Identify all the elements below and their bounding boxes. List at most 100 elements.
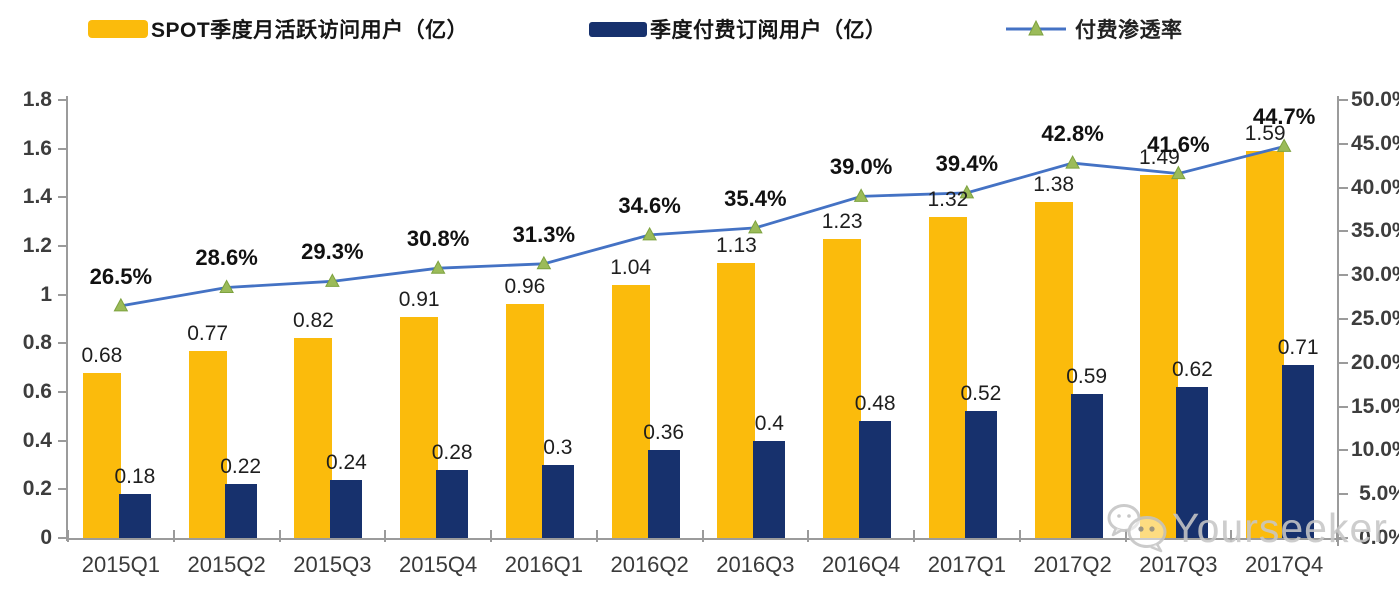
subscriber-value-label: 0.36 (643, 421, 685, 445)
y-axis-left-tick (58, 196, 68, 199)
bar-subscribers (118, 494, 151, 538)
y-axis-right-tick (1339, 230, 1348, 233)
y-axis-left-tick-label: 1.8 (22, 88, 52, 111)
y-axis-left-tick (58, 439, 68, 442)
bar-subscribers (541, 465, 574, 538)
y-axis-left-tick (58, 293, 68, 296)
x-axis-tick (1018, 530, 1021, 542)
subscriber-value-label: 0.22 (220, 455, 262, 479)
y-axis-left (66, 96, 68, 541)
x-axis-tick (384, 530, 387, 542)
penetration-marker-icon (642, 226, 657, 241)
y-axis-left-tick (58, 99, 68, 101)
penetration-marker-icon (430, 260, 446, 274)
penetration-marker-icon (748, 219, 763, 234)
x-axis-category-label: 2017Q3 (1139, 552, 1218, 577)
y-axis-right-tick (1339, 537, 1348, 539)
bar-subscribers (1282, 365, 1315, 538)
y-axis-left-tick-label: 0 (40, 526, 52, 549)
y-axis-right-tick-label: 25.0% (1351, 307, 1399, 330)
x-axis-category-label: 2017Q1 (927, 552, 1007, 577)
subscriber-value-label: 0.3 (543, 436, 573, 459)
legend-item-mau: SPOT季度月活跃访问用户（亿） (88, 16, 468, 42)
y-axis-left-tick-label: 1.4 (22, 185, 52, 209)
subscriber-value-label: 0.28 (431, 440, 473, 464)
mau-legend-swatch (88, 20, 148, 38)
watermark: Yourseeker (1102, 496, 1388, 560)
wechat-icon (1107, 504, 1167, 553)
bar-subscribers (964, 411, 997, 538)
y-axis-right-tick (1339, 361, 1348, 364)
legend-item-subscribers: 季度付费订阅用户（亿） (589, 16, 887, 42)
penetration-marker-icon (536, 255, 552, 270)
mau-value-label: 0.82 (292, 309, 334, 333)
bar-subscribers (647, 450, 680, 538)
y-axis-right-tick (1339, 449, 1348, 452)
penetration-value-label: 34.6% (618, 192, 681, 218)
x-axis (66, 538, 1345, 540)
y-axis-right-tick-label: 40.0% (1351, 175, 1399, 199)
penetration-value-label: 30.8% (406, 226, 470, 252)
y-axis-right-tick-label: 0.0% (1359, 526, 1399, 549)
x-axis-category-label: 2016Q2 (610, 552, 689, 577)
penetration-value-label: 35.4% (724, 185, 787, 211)
penetration-value-label: 28.6% (195, 245, 258, 271)
penetration-marker-icon (853, 188, 869, 202)
y-axis-right-tick-label: 35.0% (1351, 219, 1399, 243)
bar-mau (611, 284, 650, 538)
penetration-marker-icon (325, 273, 340, 287)
mau-value-label: 1.59 (1244, 122, 1286, 146)
subscriber-value-label: 0.48 (854, 392, 896, 416)
penetration-value-label: 39.4% (935, 150, 999, 176)
penetration-marker-icon (113, 297, 129, 312)
bar-subscribers (1176, 387, 1209, 538)
y-axis-left-tick (58, 537, 68, 539)
y-axis-left-tick (58, 342, 68, 345)
penetration-line-path (120, 145, 1285, 308)
cropped-yellow-artifact (95, 0, 120, 5)
y-axis-left-tick (58, 147, 68, 150)
x-axis-tick (913, 530, 915, 542)
y-axis-left-tick-label: 1.2 (22, 234, 52, 257)
subscriber-value-label: 0.18 (114, 465, 156, 489)
penetration-marker-icon (1065, 155, 1080, 169)
x-axis-category-label: 2015Q1 (81, 552, 161, 577)
x-axis-category-label: 2015Q3 (293, 552, 372, 577)
bar-subscribers (330, 479, 363, 538)
penetration-marker-icon (219, 279, 234, 293)
y-axis-right-tick-label: 50.0% (1351, 88, 1399, 111)
x-axis-tick (701, 530, 704, 542)
bar-subscribers (224, 484, 257, 538)
x-axis-tick (67, 530, 69, 542)
y-axis-right-tick (1339, 186, 1348, 189)
x-axis-category-label: 2016Q3 (716, 552, 795, 577)
penetration-legend-marker-icon (1006, 19, 1066, 36)
y-axis-left-tick (58, 488, 68, 491)
y-axis-right-tick-label: 10.0% (1351, 438, 1399, 462)
y-axis-left-tick-label: 1.6 (22, 136, 52, 160)
y-axis-right (1337, 96, 1339, 546)
y-axis-right-tick-label: 45.0% (1351, 131, 1399, 155)
mau-value-label: 0.77 (187, 321, 229, 345)
y-axis-left-tick (58, 391, 68, 393)
x-axis-tick (278, 530, 281, 542)
y-axis-left-tick-label: 1 (40, 282, 52, 306)
penetration-value-label: 39.0% (829, 154, 893, 180)
bar-subscribers (859, 421, 892, 538)
bar-mau (294, 338, 333, 538)
bar-mau (717, 263, 756, 538)
bar-mau (82, 372, 121, 538)
bar-mau (188, 350, 227, 538)
mau-value-label: 1.13 (715, 234, 757, 258)
bar-subscribers (753, 440, 786, 538)
bar-mau (400, 316, 439, 538)
y-axis-left-tick-label: 0.6 (22, 380, 52, 403)
penetration-value-label: 31.3% (512, 221, 576, 247)
subscribers-legend-label: 季度付费订阅用户（亿） (650, 19, 887, 42)
penetration-value-label: 44.7% (1252, 104, 1316, 130)
x-axis-tick (172, 530, 175, 542)
bar-subscribers (1070, 394, 1103, 538)
x-axis-category-label: 2017Q2 (1033, 552, 1112, 577)
watermark-text: Yourseeker (1172, 505, 1388, 551)
x-axis-tick (1336, 530, 1338, 542)
